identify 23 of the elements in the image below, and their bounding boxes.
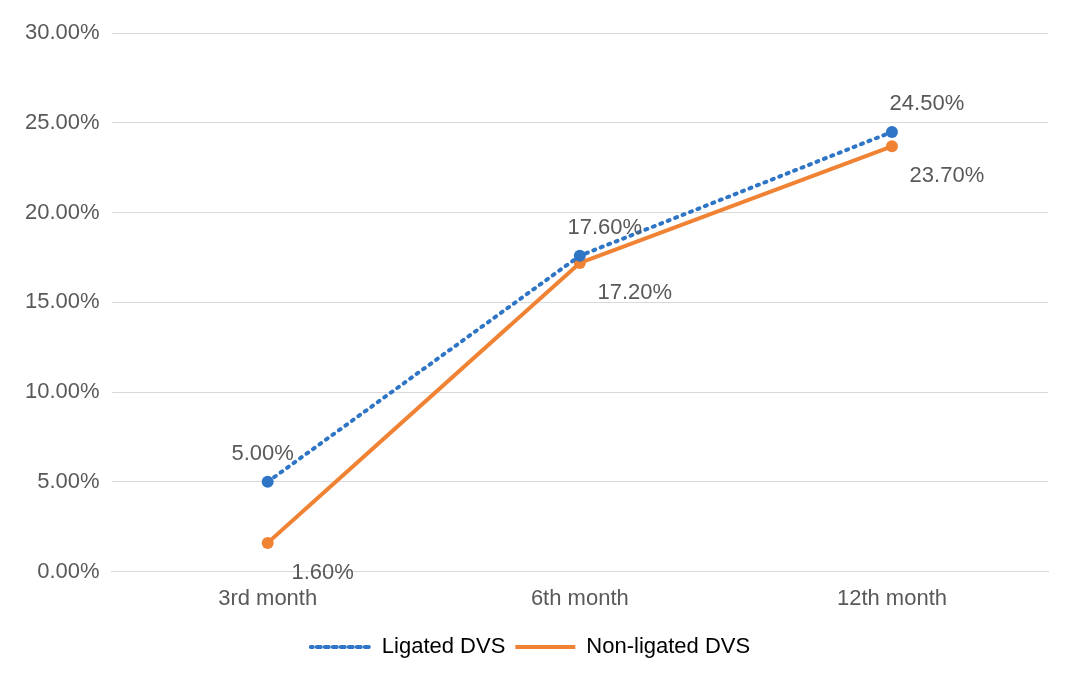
y-tick-label: 5.00% [37, 467, 100, 493]
y-tick-label: 0.00% [37, 557, 100, 583]
y-tick-label: 20.00% [24, 198, 100, 224]
data-label: 1.60% [291, 558, 354, 584]
point [261, 536, 274, 549]
y-tick-label: 15.00% [24, 288, 100, 314]
data-label: 17.60% [567, 213, 643, 239]
point [261, 475, 274, 488]
point [885, 125, 898, 138]
legend-label: Ligated DVS [381, 633, 506, 659]
legend-label: Non-ligated DVS [586, 633, 751, 659]
point [885, 140, 898, 153]
x-tick-label: 12th month [836, 584, 947, 610]
y-tick-label: 25.00% [24, 109, 100, 134]
y-tick-label: 10.00% [24, 378, 100, 404]
point [573, 249, 586, 262]
data-label: 24.50% [889, 89, 965, 115]
data-label: 23.70% [909, 162, 985, 188]
y-tick-label: 30.00% [24, 19, 100, 45]
x-tick-label: 3rd month [218, 584, 318, 610]
data-label: 5.00% [231, 439, 294, 465]
x-tick-label: 6th month [530, 584, 629, 610]
data-label: 17.20% [597, 278, 673, 304]
